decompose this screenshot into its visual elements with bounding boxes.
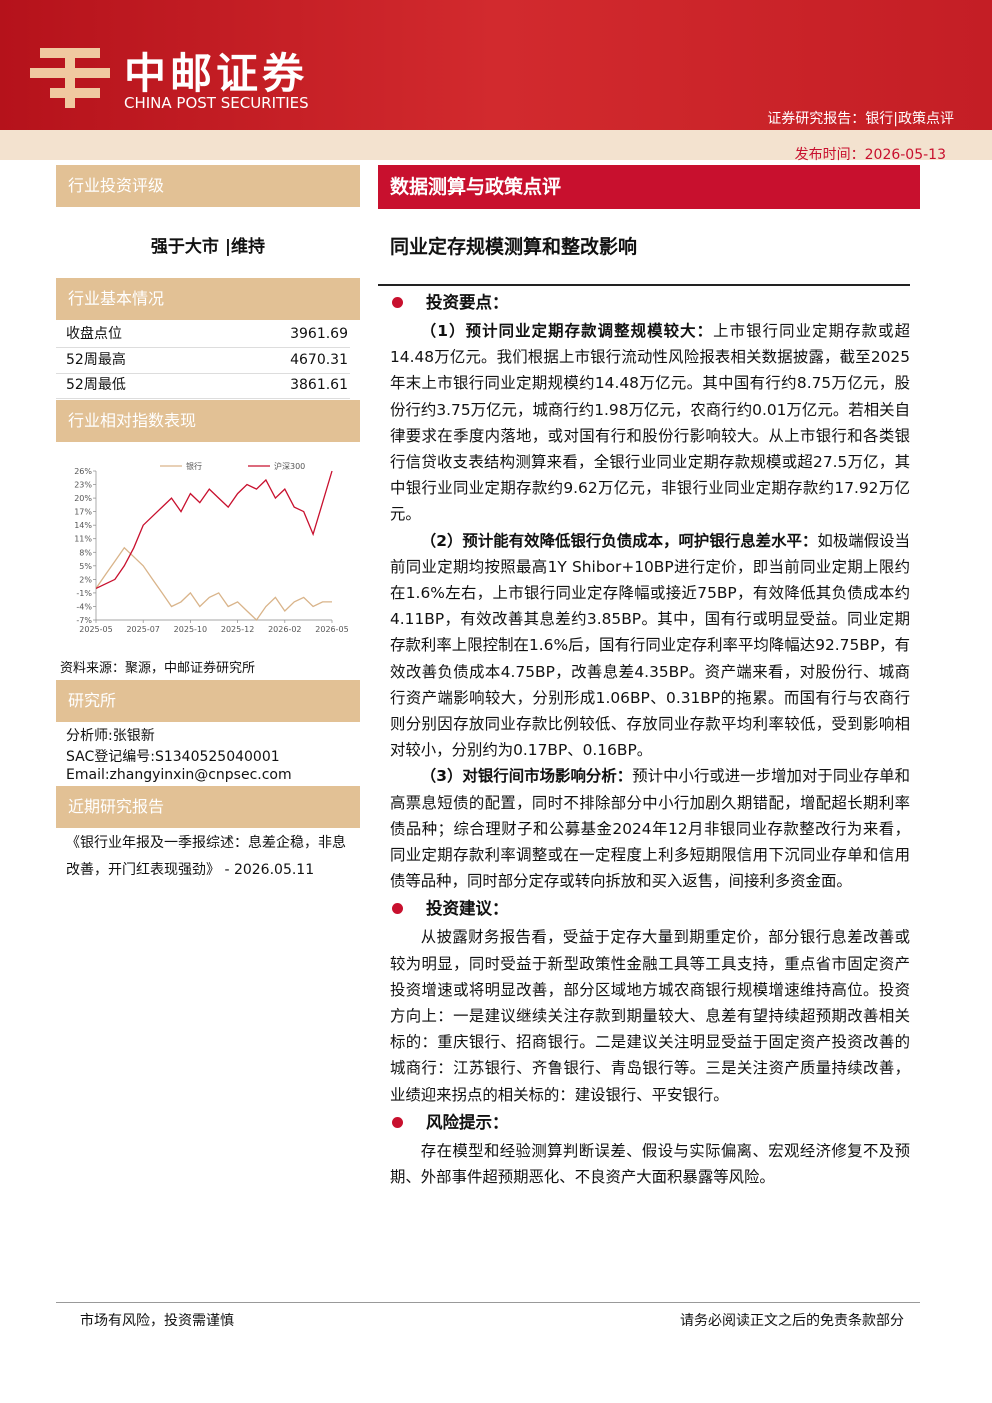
y-tick-label: -4% <box>76 602 92 611</box>
paragraph: （2）预计能有效降低银行负债成本，呵护银行息差水平：如极端假设当前同业定期均按照… <box>390 528 910 764</box>
basics-row: 52周最低 3861.61 <box>56 373 350 399</box>
brand-en: CHINA POST SECURITIES <box>124 94 309 112</box>
footer-left: 市场有风险，投资需谨慎 <box>80 1313 234 1329</box>
paragraph-lead: （2）预计能有效降低银行负债成本，呵护银行息差水平： <box>420 531 818 550</box>
header-strip <box>0 130 992 160</box>
paragraph-text: 存在模型和经验测算判断误差、假设与实际偏离、宏观经济修复不及预期、外部事件超预期… <box>390 1141 910 1187</box>
recent-report: 《银行业年报及一季报综述：息差企稳，非息改善，开门红表现强劲》 - 2026.0… <box>66 835 346 878</box>
paragraph-text: 预计中小行或进一步增加对于同业存单和高票息短债的配置，同时不排除部分中小行加剧久… <box>390 767 910 891</box>
y-tick-label: -7% <box>76 616 92 625</box>
y-tick-label: 14% <box>74 521 92 530</box>
paragraph-text: 从披露财务报告看，受益于定存大量到期重定价，部分银行息差改善或较为明显，同时受益… <box>390 928 910 1104</box>
section-bar: 行业基本情况 <box>56 278 360 320</box>
section-bar: 研究所 <box>56 680 360 722</box>
paragraph-lead: （3）对银行间市场影响分析： <box>420 767 633 786</box>
x-tick-label: 2025-12 <box>221 625 254 634</box>
y-tick-label: 20% <box>74 494 92 503</box>
header-band <box>0 0 992 130</box>
report-title: 同业定存规模测算和整改影响 <box>390 236 638 258</box>
basics-value: 3961.69 <box>290 326 348 342</box>
y-tick-label: 17% <box>74 508 92 517</box>
paragraph-lead: （1）预计同业定期存款调整规模较大： <box>420 322 714 340</box>
report-body: 投资要点： （1）预计同业定期存款调整规模较大：上市银行同业定期存款或超14.48… <box>390 288 910 1190</box>
paragraph: （1）预计同业定期存款调整规模较大：上市银行同业定期存款或超14.48万亿元。我… <box>390 318 910 528</box>
series-line <box>95 470 333 589</box>
section-heading: 风险提示： <box>390 1108 910 1138</box>
x-tick-label: 2026-05 <box>315 625 348 634</box>
footer-right: 请务必阅读正文之后的免责条款部分 <box>680 1313 904 1329</box>
chart: 26% 23% 20% 17% 14% 11% 8% 5% 2% -1% -4% -7%2025-05… <box>74 461 349 634</box>
x-tick-label: 2025-05 <box>79 625 112 634</box>
legend-label: 沪深300 <box>274 461 305 471</box>
section-heading: 投资要点： <box>390 288 910 318</box>
divider <box>378 284 910 286</box>
y-tick-label: 8% <box>79 548 92 557</box>
section-bar: 行业相对指数表现 <box>56 400 360 442</box>
basics-row: 收盘点位 3961.69 <box>56 322 350 348</box>
analyst-email: Email:zhangyinxin@cnpsec.com <box>66 767 292 783</box>
analyst-name: 分析师:张银新 <box>66 728 155 744</box>
brand-cn: 中邮证券 <box>124 49 309 98</box>
section-bar: 行业投资评级 <box>56 165 360 207</box>
paragraph: 从披露财务报告看，受益于定存大量到期重定价，部分银行息差改善或较为明显，同时受益… <box>390 924 910 1107</box>
paragraph-text: 上市银行同业定期存款或超14.48万亿元。我们根据上市银行流动性风险报表相关数据… <box>390 322 910 524</box>
publish-date: 发布时间：2026-05-13 <box>794 147 946 163</box>
series-line <box>95 546 332 621</box>
basics-value: 4670.31 <box>290 351 348 368</box>
x-tick-label: 2026-02 <box>268 625 301 634</box>
y-tick-label: 26% <box>74 467 92 476</box>
paragraph: 存在模型和经验测算判断误差、假设与实际偏离、宏观经济修复不及预期、外部事件超预期… <box>390 1138 910 1190</box>
paragraph-text: 如极端假设当前同业定期均按照最高1Y Shibor+10BP进行定价，即当前同业… <box>390 531 910 760</box>
logo-icon <box>30 48 110 108</box>
analyst-sac: SAC登记编号:S1340525040001 <box>66 749 280 765</box>
report-type: 证券研究报告：银行|政策点评 <box>767 111 954 127</box>
y-tick-label: 2% <box>79 575 92 584</box>
basics-row: 52周最高 4670.31 <box>56 348 350 374</box>
basics-value: 3861.61 <box>290 377 348 393</box>
y-tick-label: 5% <box>79 562 92 571</box>
paragraph: （3）对银行间市场影响分析：预计中小行或进一步增加对于同业存单和高票息短债的配置… <box>390 763 910 894</box>
y-tick-label: 23% <box>74 481 92 490</box>
section-heading: 投资建议： <box>390 894 910 924</box>
basics-label: 收盘点位 <box>66 326 122 342</box>
x-tick-label: 2025-10 <box>174 625 207 634</box>
basics-label: 52周最高 <box>66 351 126 368</box>
banner: 数据测算与政策点评 <box>378 165 920 209</box>
section-bar: 近期研究报告 <box>56 786 360 828</box>
legend-label: 银行 <box>186 461 202 471</box>
y-tick-label: -1% <box>76 589 92 598</box>
y-tick-label: 11% <box>74 535 92 544</box>
footer-line <box>56 1302 920 1303</box>
basics-label: 52周最低 <box>66 377 126 393</box>
x-tick-label: 2025-07 <box>126 625 159 634</box>
source: 资料来源：聚源，中邮证券研究所 <box>60 661 256 676</box>
rating: 强于大市 |维持 <box>150 237 266 257</box>
